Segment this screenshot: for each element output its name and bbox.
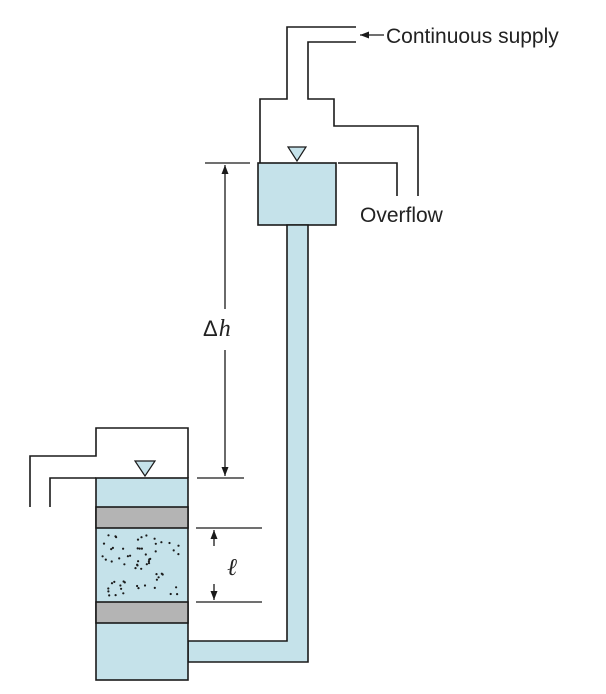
soil-grain	[119, 584, 122, 587]
soil-grain	[169, 592, 172, 596]
soil-grain	[147, 562, 151, 565]
soil-grain	[114, 535, 117, 538]
soil-grain	[111, 546, 114, 550]
soil-grain	[154, 542, 157, 545]
soil-grain	[144, 553, 147, 556]
soil-grain	[113, 580, 116, 584]
soil-grain	[122, 580, 125, 583]
sample-length-label: ℓ	[227, 555, 237, 581]
soil-grain	[120, 587, 123, 590]
soil-grain	[126, 555, 129, 558]
top-porous-stone	[95, 506, 189, 529]
soil-grain	[136, 584, 139, 588]
soil-grain	[140, 536, 143, 539]
soil-grain	[176, 593, 179, 596]
lower-overflow-pipe	[29, 427, 189, 507]
soil-grain	[136, 563, 139, 566]
soil-grain	[136, 538, 140, 541]
soil-grain	[108, 594, 111, 597]
soil-grain	[175, 586, 178, 589]
soil-grain	[110, 560, 113, 563]
soil-grain	[168, 541, 171, 545]
soil-grain	[153, 537, 156, 540]
supply-pipe	[259, 26, 419, 196]
soil-grain	[136, 547, 139, 550]
bottom-porous-stone	[95, 601, 189, 624]
soil-grain	[110, 582, 114, 585]
connecting-pipe	[187, 224, 309, 663]
soil-grain	[138, 547, 141, 550]
soil-grain	[137, 560, 140, 563]
overflow-label: Overflow	[360, 204, 444, 227]
soil-grain	[123, 563, 126, 566]
soil-grain	[145, 563, 148, 566]
upper-water-level-icon	[286, 146, 308, 163]
soil-grain	[155, 573, 158, 576]
soil-grain	[160, 541, 163, 544]
soil-grain	[110, 548, 113, 551]
soil-grain	[107, 587, 110, 590]
soil-grain	[114, 594, 117, 597]
soil-grain	[177, 553, 180, 556]
soil-grain	[122, 547, 125, 550]
soil-grain	[177, 544, 180, 547]
soil-grain	[149, 557, 152, 561]
continuous-supply-label: Continuous supply	[386, 25, 559, 48]
soil-grain	[104, 558, 107, 561]
soil-grain	[145, 534, 148, 537]
soil-grain	[118, 557, 121, 560]
soil-grain	[134, 567, 137, 570]
soil-grain	[172, 549, 175, 552]
upper-water-tank	[257, 162, 337, 226]
soil-grain	[160, 572, 163, 575]
soil-grain	[153, 586, 156, 590]
head-difference-label: Δh	[203, 316, 231, 342]
soil-grain	[140, 547, 143, 550]
soil-grain	[157, 576, 160, 579]
soil-grain	[129, 554, 132, 557]
soil-grain	[155, 578, 158, 581]
soil-grain	[107, 590, 110, 593]
soil-grain	[154, 550, 157, 553]
soil-grain	[147, 560, 150, 563]
lower-water-level-icon	[133, 460, 157, 478]
soil-grain	[107, 534, 110, 537]
soil-grain	[122, 592, 125, 595]
soil-grain	[101, 555, 104, 558]
soil-grain	[140, 567, 143, 570]
soil-grain	[137, 587, 140, 590]
soil-sample	[101, 534, 180, 597]
soil-grain	[143, 584, 147, 587]
head-difference-dimension	[197, 162, 250, 479]
soil-grain	[102, 542, 106, 545]
sample-length-dimension	[196, 527, 262, 603]
